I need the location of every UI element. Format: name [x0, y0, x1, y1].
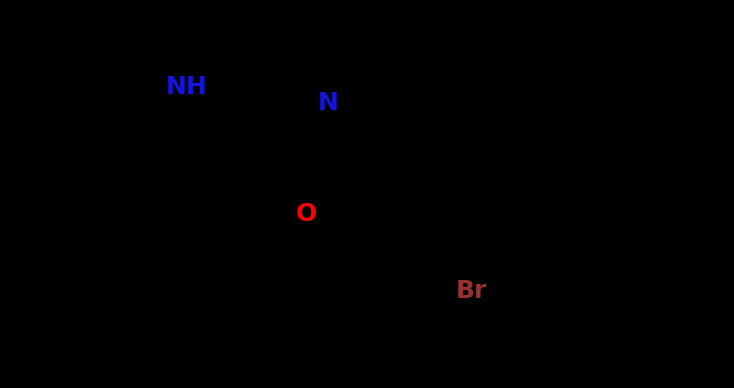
Text: Br: Br — [455, 279, 487, 303]
Text: N: N — [318, 91, 338, 115]
Text: O: O — [296, 202, 317, 225]
Text: NH: NH — [165, 75, 207, 99]
